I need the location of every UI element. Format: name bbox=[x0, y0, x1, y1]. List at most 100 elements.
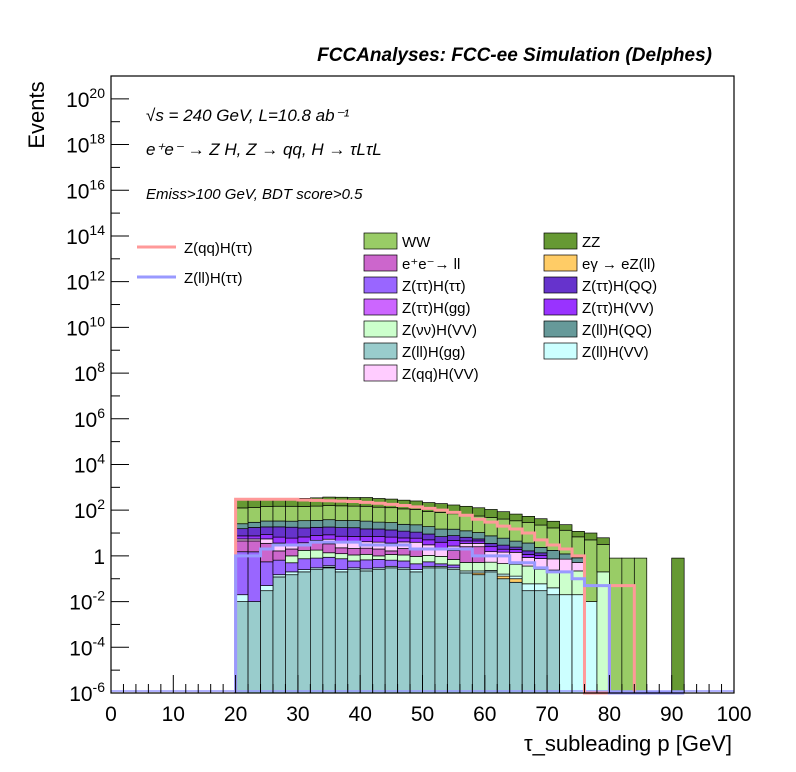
bar-5-17 bbox=[447, 550, 461, 560]
bar-8-11 bbox=[372, 528, 386, 537]
bar-7-17 bbox=[447, 540, 461, 547]
y-axis: 10-6 10-4 10-2 1 102 104 106 108 1010 1012 1014 101… bbox=[66, 85, 129, 706]
bar-0-7 bbox=[322, 567, 336, 694]
bar-8-9 bbox=[347, 527, 361, 537]
bar-10-31 bbox=[621, 557, 635, 694]
bar-9-25 bbox=[546, 550, 560, 560]
bar-7-19 bbox=[471, 540, 486, 544]
legend-label-c2-2: Z(ττ)H(QQ) bbox=[582, 278, 657, 295]
bar-3-1 bbox=[247, 551, 261, 602]
bar-6-21 bbox=[496, 551, 511, 564]
bar-4-7 bbox=[322, 552, 336, 558]
bar-4-23 bbox=[521, 565, 535, 585]
bar-9-14 bbox=[409, 524, 423, 533]
bar-5-3 bbox=[272, 550, 286, 561]
bar-10-7 bbox=[322, 505, 336, 521]
bar-6-26 bbox=[559, 558, 573, 572]
bar-4-13 bbox=[397, 554, 411, 562]
legend-swatch-c1-2 bbox=[363, 276, 398, 294]
bar-10-29 bbox=[596, 543, 610, 573]
bar-4-20 bbox=[484, 561, 498, 571]
bar-2-25 bbox=[546, 587, 560, 596]
bar-0-16 bbox=[434, 567, 448, 694]
y-tick-label-11: 1016 bbox=[66, 176, 105, 203]
bar-8-5 bbox=[297, 527, 311, 538]
y-tick-label-0: 10-6 bbox=[69, 679, 105, 706]
bar-7-6 bbox=[310, 535, 324, 541]
bar-10-1 bbox=[247, 507, 261, 523]
bar-7-22 bbox=[509, 549, 523, 553]
bar-7-23 bbox=[521, 554, 535, 558]
bar-5-0 bbox=[235, 540, 249, 553]
x-tick-label-1: 10 bbox=[162, 703, 185, 726]
bar-4-14 bbox=[409, 556, 423, 565]
bar-7-11 bbox=[372, 536, 386, 543]
bar-11-28 bbox=[584, 532, 598, 541]
bar-8-4 bbox=[285, 526, 299, 539]
bar-0-23 bbox=[521, 590, 535, 694]
bar-8-12 bbox=[384, 529, 398, 538]
energy-lumi-label: √s = 240 GeV, L=10.8 ab⁻¹ bbox=[146, 106, 350, 125]
bar-0-2 bbox=[260, 590, 274, 694]
bar-10-9 bbox=[347, 505, 361, 521]
bar-3-10 bbox=[359, 559, 374, 570]
bar-10-10 bbox=[359, 505, 374, 522]
bar-4-27 bbox=[571, 570, 585, 596]
bar-4-8 bbox=[334, 553, 349, 560]
legend-swatch-c2-3 bbox=[543, 298, 578, 316]
bar-10-5 bbox=[297, 506, 311, 522]
bar-4-26 bbox=[559, 570, 573, 596]
bar-9-15 bbox=[422, 526, 436, 535]
legend-label-c2-3: Z(ττ)H(VV) bbox=[582, 300, 654, 317]
bar-7-18 bbox=[459, 540, 473, 544]
bar-6-18 bbox=[459, 543, 473, 548]
bar-0-0 bbox=[235, 601, 249, 694]
y-tick-label-1: 10-4 bbox=[69, 633, 105, 660]
y-tick-label-12: 1018 bbox=[66, 131, 105, 158]
bar-10-28 bbox=[584, 539, 598, 602]
bar-8-0 bbox=[235, 528, 249, 537]
bar-10-0 bbox=[235, 507, 249, 525]
bar-11-26 bbox=[559, 524, 573, 531]
bar-9-12 bbox=[384, 522, 398, 531]
y-tick-label-9: 1012 bbox=[66, 268, 105, 295]
x-axis: 0 10 20 30 40 50 60 70 80 90 100 bbox=[105, 675, 752, 726]
bar-0-21 bbox=[496, 578, 511, 694]
bar-9-3 bbox=[272, 520, 286, 528]
x-tick-label-8: 80 bbox=[598, 703, 621, 726]
bar-8-8 bbox=[334, 527, 349, 537]
bar-11-35 bbox=[671, 557, 685, 694]
bar-0-25 bbox=[546, 594, 560, 694]
legend-swatch-c2-2 bbox=[543, 276, 578, 294]
legend-label-c1-2: Z(ττ)H(ττ) bbox=[402, 278, 466, 295]
legend-label-c2-5: Z(ll)H(VV) bbox=[582, 344, 649, 361]
bar-6-27 bbox=[571, 562, 585, 572]
bar-5-5 bbox=[297, 545, 311, 551]
bar-4-6 bbox=[310, 549, 324, 559]
bar-9-6 bbox=[310, 520, 324, 528]
bar-2-23 bbox=[521, 583, 535, 592]
bar-3-8 bbox=[334, 558, 349, 570]
bar-1-21 bbox=[496, 575, 511, 580]
bar-9-23 bbox=[521, 542, 535, 552]
bar-8-13 bbox=[397, 530, 411, 539]
bar-9-7 bbox=[322, 519, 336, 528]
y-tick-label-10: 1014 bbox=[66, 222, 105, 249]
bar-7-12 bbox=[384, 536, 398, 544]
bar-5-8 bbox=[334, 547, 349, 555]
bar-6-25 bbox=[546, 558, 560, 571]
bar-4-5 bbox=[297, 549, 311, 560]
bar-8-1 bbox=[247, 527, 261, 537]
bar-3-12 bbox=[384, 559, 398, 567]
bar-0-17 bbox=[447, 569, 461, 694]
bar-8-15 bbox=[422, 533, 436, 541]
y-axis-title: Events bbox=[24, 81, 49, 148]
bar-10-2 bbox=[260, 506, 274, 522]
legend-label-signal-0: Z(qq)H(ττ) bbox=[184, 240, 253, 257]
y-tick-label-4: 102 bbox=[74, 496, 105, 523]
bar-9-24 bbox=[534, 547, 548, 554]
bar-5-11 bbox=[372, 548, 386, 557]
bar-2-2 bbox=[260, 585, 274, 592]
bar-11-22 bbox=[509, 513, 523, 522]
bar-2-28 bbox=[584, 601, 598, 694]
